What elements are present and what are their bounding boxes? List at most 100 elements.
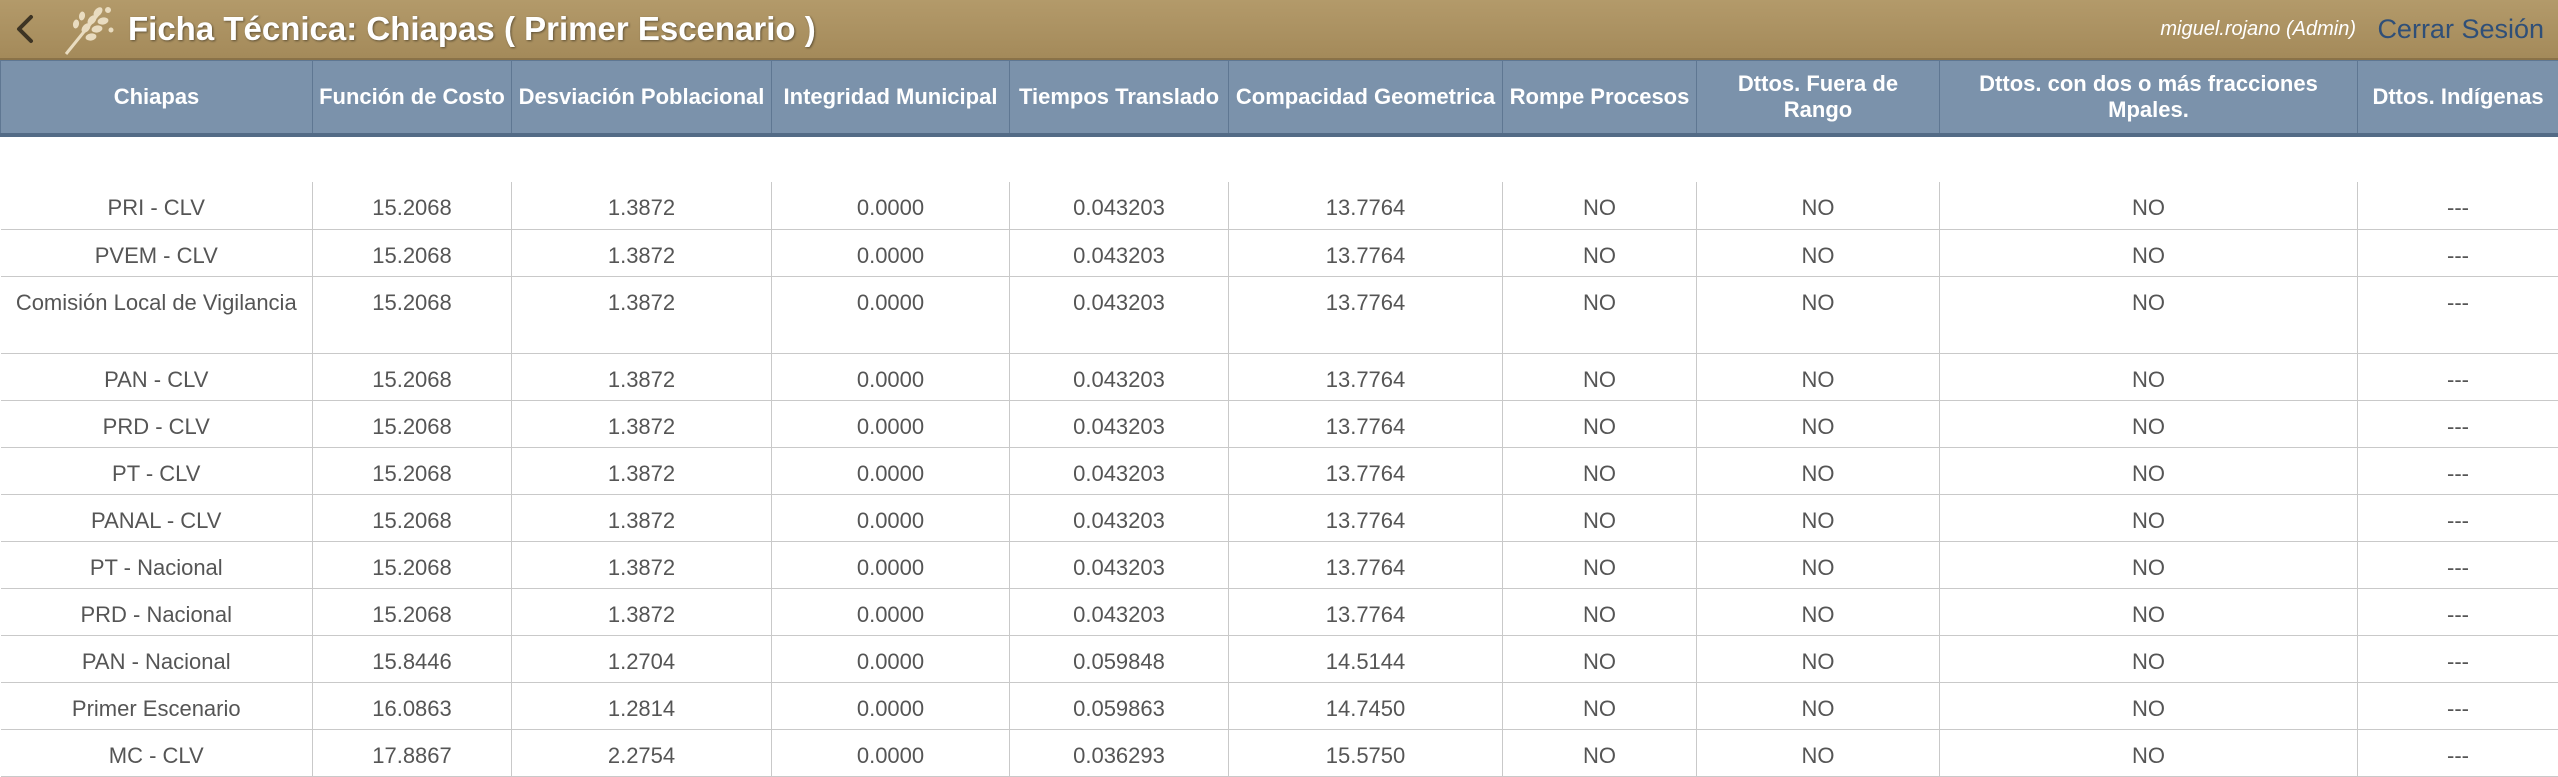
cell-geometric-compactness: 13.7764 [1229, 400, 1503, 447]
cell-indigenous-districts: --- [2358, 729, 2558, 776]
cell-cost-function: 15.2068 [313, 447, 512, 494]
column-header-municipal-fractions[interactable]: Dttos. con dos o más fracciones Mpales. [1940, 61, 2358, 136]
cell-scenario-name: PRD - CLV [1, 400, 313, 447]
cell-geometric-compactness: 14.5144 [1229, 635, 1503, 682]
cell-indigenous-districts: --- [2358, 447, 2558, 494]
user-label: miguel.rojano (Admin) [2160, 18, 2356, 41]
back-button[interactable] [8, 12, 42, 46]
table-header-row: Chiapas Función de Costo Desviación Pobl… [1, 61, 2558, 136]
cell-population-deviation: 1.3872 [512, 541, 772, 588]
column-header-out-of-range-districts[interactable]: Dttos. Fuera de Rango [1697, 61, 1940, 136]
cell-municipal-integrity: 0.0000 [772, 353, 1010, 400]
cell-breaks-processes: NO [1503, 182, 1697, 229]
cell-transfer-times: 0.059848 [1010, 635, 1229, 682]
cell-breaks-processes: NO [1503, 635, 1697, 682]
cell-transfer-times: 0.036293 [1010, 729, 1229, 776]
column-header-population-deviation[interactable]: Desviación Poblacional [512, 61, 772, 136]
cell-transfer-times: 0.043203 [1010, 229, 1229, 276]
cell-indigenous-districts: --- [2358, 588, 2558, 635]
cell-municipal-fractions: NO [1940, 588, 2358, 635]
cell-scenario-name: PAN - CLV [1, 353, 313, 400]
cell-population-deviation: 1.2814 [512, 682, 772, 729]
cell-indigenous-districts: --- [2358, 682, 2558, 729]
column-header-cost-function[interactable]: Función de Costo [313, 61, 512, 136]
wheat-logo-icon [56, 2, 120, 56]
cell-out-of-range-districts: NO [1697, 353, 1940, 400]
cell-indigenous-districts: --- [2358, 353, 2558, 400]
cell-breaks-processes: NO [1503, 353, 1697, 400]
cell-population-deviation: 1.3872 [512, 276, 772, 353]
cell-scenario-name: PANAL - CLV [1, 494, 313, 541]
cell-transfer-times: 0.043203 [1010, 447, 1229, 494]
cell-cost-function: 15.2068 [313, 541, 512, 588]
cell-scenario-name: PT - Nacional [1, 541, 313, 588]
cell-geometric-compactness: 13.7764 [1229, 229, 1503, 276]
cell-population-deviation: 1.3872 [512, 400, 772, 447]
cell-municipal-integrity: 0.0000 [772, 494, 1010, 541]
cell-municipal-integrity: 0.0000 [772, 729, 1010, 776]
column-header-name[interactable]: Chiapas [1, 61, 313, 136]
cell-breaks-processes: NO [1503, 682, 1697, 729]
cell-transfer-times: 0.043203 [1010, 182, 1229, 229]
cell-municipal-integrity: 0.0000 [772, 229, 1010, 276]
cell-municipal-fractions: NO [1940, 494, 2358, 541]
cell-cost-function: 15.2068 [313, 353, 512, 400]
cell-scenario-name: PRD - Nacional [1, 588, 313, 635]
cell-transfer-times: 0.043203 [1010, 353, 1229, 400]
cell-municipal-integrity: 0.0000 [772, 447, 1010, 494]
logout-link[interactable]: Cerrar Sesión [2377, 14, 2544, 45]
chevron-left-icon [15, 14, 35, 44]
cell-breaks-processes: NO [1503, 229, 1697, 276]
cell-transfer-times: 0.043203 [1010, 494, 1229, 541]
cell-geometric-compactness: 13.7764 [1229, 494, 1503, 541]
technical-sheet-table: Chiapas Función de Costo Desviación Pobl… [0, 60, 2558, 777]
cell-transfer-times: 0.043203 [1010, 541, 1229, 588]
cell-out-of-range-districts: NO [1697, 729, 1940, 776]
cell-population-deviation: 1.3872 [512, 229, 772, 276]
cell-municipal-fractions: NO [1940, 635, 2358, 682]
column-header-indigenous-districts[interactable]: Dttos. Indígenas [2358, 61, 2558, 136]
cell-municipal-fractions: NO [1940, 400, 2358, 447]
column-header-transfer-times[interactable]: Tiempos Translado [1010, 61, 1229, 136]
cell-geometric-compactness: 13.7764 [1229, 447, 1503, 494]
column-header-breaks-processes[interactable]: Rompe Procesos [1503, 61, 1697, 136]
cell-breaks-processes: NO [1503, 400, 1697, 447]
cell-geometric-compactness: 13.7764 [1229, 588, 1503, 635]
cell-population-deviation: 1.3872 [512, 494, 772, 541]
column-header-municipal-integrity[interactable]: Integridad Municipal [772, 61, 1010, 136]
page-title: Ficha Técnica: Chiapas ( Primer Escenari… [128, 10, 816, 48]
cell-municipal-integrity: 0.0000 [772, 400, 1010, 447]
cell-population-deviation: 1.3872 [512, 447, 772, 494]
cell-geometric-compactness: 14.7450 [1229, 682, 1503, 729]
cell-geometric-compactness: 13.7764 [1229, 276, 1503, 353]
cell-geometric-compactness: 13.7764 [1229, 541, 1503, 588]
cell-population-deviation: 1.3872 [512, 353, 772, 400]
cell-out-of-range-districts: NO [1697, 682, 1940, 729]
column-header-geometric-compactness[interactable]: Compacidad Geometrica [1229, 61, 1503, 136]
cell-municipal-fractions: NO [1940, 729, 2358, 776]
cell-scenario-name: PAN - Nacional [1, 635, 313, 682]
cell-geometric-compactness: 13.7764 [1229, 182, 1503, 229]
cell-scenario-name: PT - CLV [1, 447, 313, 494]
cell-out-of-range-districts: NO [1697, 229, 1940, 276]
cell-population-deviation: 1.3872 [512, 588, 772, 635]
cell-indigenous-districts: --- [2358, 276, 2558, 353]
cell-population-deviation: 1.3872 [512, 182, 772, 229]
cell-out-of-range-districts: NO [1697, 635, 1940, 682]
cell-municipal-integrity: 0.0000 [772, 635, 1010, 682]
cell-municipal-integrity: 0.0000 [772, 588, 1010, 635]
cell-indigenous-districts: --- [2358, 400, 2558, 447]
